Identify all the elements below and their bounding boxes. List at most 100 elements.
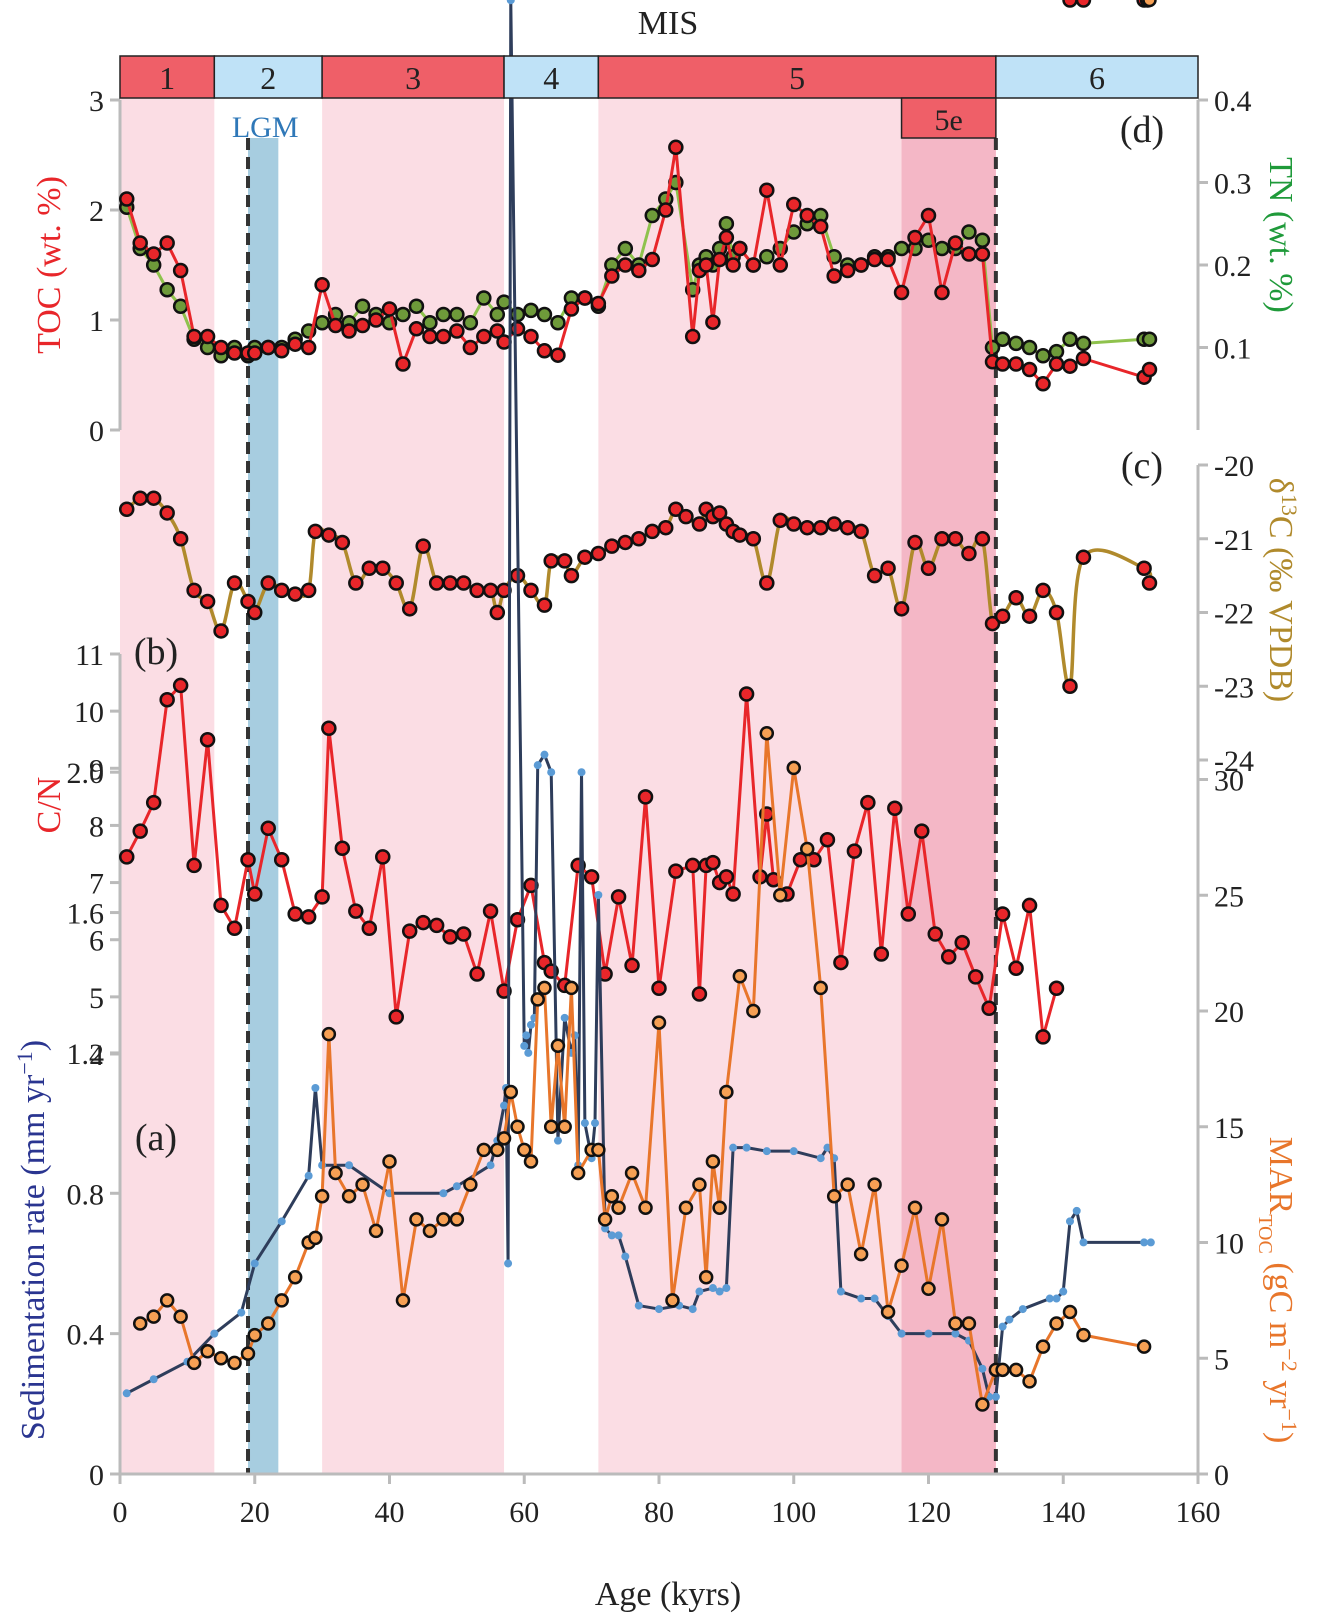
series-a-sedimentation-rate-point	[486, 1161, 495, 1170]
series-d-toc-point	[260, 339, 276, 356]
lgm-label: LGM	[232, 111, 299, 144]
series-d-tn-point	[489, 306, 506, 323]
series-b-c-n-point	[199, 731, 216, 748]
series-a-martoc-point	[934, 1212, 950, 1227]
series-a-sedimentation-rate-point	[924, 1329, 933, 1338]
series-d-toc-point	[725, 257, 741, 273]
series-c--13c-point	[590, 545, 607, 562]
series-a-sedimentation-rate-point	[708, 1284, 717, 1293]
series-a-sedimentation-rate-point	[621, 1252, 630, 1261]
series-d-toc-point	[684, 328, 701, 345]
series-c--13c-point	[388, 575, 404, 591]
mis-stage-label-6: 6	[1089, 60, 1105, 96]
series-a-sedimentation-rate-point	[998, 1322, 1007, 1331]
series-b-c-n-point	[900, 906, 917, 922]
series-c--13c-point	[415, 538, 431, 554]
series-c--13c-point	[711, 505, 728, 521]
series-a-martoc-point	[449, 1212, 465, 1227]
x-tick-label: 160	[1176, 1496, 1221, 1529]
series-d-toc-point	[880, 251, 896, 268]
series-a-martoc-point	[961, 1316, 977, 1331]
series-d-toc-point	[839, 262, 856, 279]
series-a-martoc-point	[1076, 1327, 1091, 1343]
series-d-toc-point	[604, 268, 620, 284]
panel-c-right-tick-label: -20	[1214, 450, 1254, 483]
series-b-c-n-point	[914, 823, 930, 839]
series-a-martoc-point	[227, 1355, 242, 1371]
series-a-martoc-point	[368, 1223, 384, 1239]
panel-d-left-tick-label: 3	[89, 85, 104, 118]
series-b-c-n-point	[819, 831, 836, 848]
series-d-tn-point	[644, 207, 661, 224]
series-a-martoc-point	[530, 992, 545, 1007]
series-a-martoc-point	[496, 1131, 512, 1146]
series-b-c-n-point	[132, 823, 148, 839]
series-c--13c-point	[334, 534, 351, 551]
series-d-toc-point	[1048, 356, 1065, 372]
series-c--13c-point	[159, 505, 175, 521]
series-b-c-n-point	[482, 903, 499, 919]
series-d-tn-point	[536, 306, 553, 323]
series-b-c-n-point	[442, 929, 458, 945]
series-d-toc-point	[186, 328, 202, 345]
d13c-axis-title: δ13C (‰ VPDB)	[1262, 478, 1303, 702]
series-a-martoc-point	[773, 888, 788, 903]
series-c--13c-point	[300, 582, 317, 599]
series-a-martoc-point	[894, 1258, 909, 1273]
series-a-sedimentation-rate-point	[311, 1084, 320, 1093]
series-b-c-n-point	[300, 909, 317, 925]
panel-d-right-tick-label: 0.3	[1214, 168, 1252, 201]
series-a-martoc-point	[537, 980, 552, 996]
series-a-martoc-point	[557, 1119, 572, 1134]
series-d-tn-point	[1075, 335, 1092, 352]
series-a-martoc-point	[523, 1154, 539, 1169]
series-b-c-n-point	[981, 1000, 997, 1017]
series-c--13c-point	[799, 519, 815, 536]
series-d-toc-point	[395, 356, 411, 372]
series-d-tn-point	[1062, 331, 1078, 347]
series-d-tn-point	[172, 298, 189, 314]
series-d-toc-point	[314, 277, 330, 293]
series-a-sedimentation-rate-point	[1045, 1294, 1054, 1303]
series-d-tn-point	[408, 298, 425, 314]
series-b-c-n-point	[348, 903, 364, 919]
panel-b-left-tick-label: 9	[89, 753, 104, 786]
series-c--13c-point	[984, 615, 1001, 632]
mis5e-band	[901, 138, 996, 1474]
series-a-martoc-point	[921, 1281, 936, 1297]
panel-a-right-tick-label: 10	[1214, 1228, 1244, 1261]
series-b-c-n-point	[1008, 960, 1024, 977]
series-a-martoc-point	[597, 1212, 613, 1227]
series-a-sedimentation-rate-point	[607, 1231, 616, 1240]
series-a-sedimentation-rate-point	[1005, 1315, 1014, 1324]
series-c--13c-point	[631, 531, 647, 547]
series-d-toc-point	[408, 321, 425, 337]
series-c--13c-point	[866, 567, 883, 584]
series-c--13c-point	[186, 582, 202, 599]
series-a-sedimentation-rate-point	[506, 0, 515, 5]
series-c--13c-point	[442, 575, 458, 591]
series-d-tn-point	[159, 282, 175, 298]
series-d-tn-point	[462, 315, 479, 331]
series-b-c-n-point	[240, 851, 256, 868]
series-c--13c-point	[604, 538, 620, 554]
series-c--13c-point	[644, 523, 661, 540]
panel-a-right-tick-label: 15	[1214, 1112, 1244, 1145]
series-c--13c-point	[577, 549, 593, 565]
series-a-martoc-point	[382, 1154, 397, 1169]
series-a-martoc-point	[287, 1269, 303, 1285]
series-c--13c-point	[401, 601, 418, 617]
series-a-martoc-point	[517, 1142, 532, 1158]
series-a-martoc-point	[409, 1212, 424, 1227]
series-b-c-n-point	[186, 857, 202, 874]
series-d-toc-point	[273, 343, 290, 359]
series-d-toc-point	[213, 339, 229, 356]
series-c--13c-point	[994, 608, 1011, 624]
series-a-sedimentation-rate-point	[1079, 1238, 1088, 1247]
mis-title: MIS	[638, 5, 698, 42]
series-b-c-n-point	[287, 906, 303, 922]
series-b-c-n-point	[428, 917, 445, 934]
panel-a-left-tick-label: 0.8	[67, 1178, 105, 1211]
series-b-c-n-point	[455, 926, 472, 942]
series-d-toc-point	[631, 262, 647, 279]
